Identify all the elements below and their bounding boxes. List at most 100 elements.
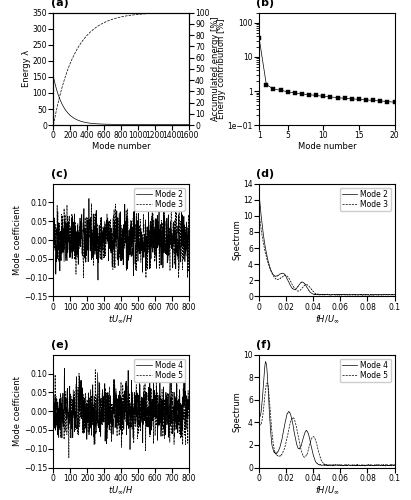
Y-axis label: Energy λ: Energy λ bbox=[22, 50, 31, 88]
Line: Mode 5: Mode 5 bbox=[53, 370, 189, 458]
Mode 5 bbox=[186, 416, 191, 422]
Mode 5 bbox=[312, 434, 316, 440]
X-axis label: $tU_\infty/H$: $tU_\infty/H$ bbox=[109, 313, 134, 324]
Mode 2 bbox=[367, 292, 372, 298]
Mode 3 bbox=[133, 257, 138, 263]
Mode 4 bbox=[186, 396, 191, 402]
Mode 5 bbox=[316, 450, 321, 456]
Y-axis label: Spectrum: Spectrum bbox=[233, 391, 242, 432]
Mode 3 bbox=[350, 292, 355, 298]
Mode 5 bbox=[134, 406, 139, 412]
Mode 5 bbox=[59, 416, 64, 422]
Mode 2 bbox=[87, 196, 92, 202]
Mode 5 bbox=[257, 422, 262, 428]
Mode 3 bbox=[362, 292, 367, 298]
Mode 4 bbox=[130, 404, 135, 410]
Mode 2 bbox=[362, 292, 367, 298]
Mode 5 bbox=[154, 377, 159, 383]
Mode 5 bbox=[350, 462, 355, 468]
Mode 3 bbox=[392, 292, 397, 298]
Mode 3 bbox=[51, 220, 56, 226]
Mode 4 bbox=[350, 462, 355, 468]
Mode 2 bbox=[134, 253, 139, 259]
Mode 3 bbox=[137, 222, 142, 228]
Mode 2 bbox=[316, 292, 321, 298]
Line: Mode 2: Mode 2 bbox=[53, 198, 189, 280]
Mode 4 bbox=[363, 463, 367, 469]
Mode 4 bbox=[392, 462, 397, 468]
Mode 5 bbox=[51, 386, 56, 392]
Mode 2 bbox=[365, 292, 369, 298]
Mode 2 bbox=[312, 291, 316, 297]
Mode 5 bbox=[271, 440, 276, 446]
Mode 5 bbox=[383, 463, 388, 469]
Legend: Mode 2, Mode 3: Mode 2, Mode 3 bbox=[340, 188, 391, 211]
Mode 4 bbox=[168, 406, 173, 411]
Mode 4 bbox=[138, 397, 143, 403]
Text: (c): (c) bbox=[51, 169, 67, 179]
Legend: Mode 4, Mode 5: Mode 4, Mode 5 bbox=[134, 358, 185, 382]
Mode 5 bbox=[138, 408, 143, 414]
Mode 2 bbox=[350, 292, 355, 298]
Mode 3 bbox=[270, 272, 275, 278]
Mode 2 bbox=[270, 272, 275, 278]
Mode 5 bbox=[93, 366, 98, 372]
Mode 4 bbox=[263, 358, 268, 364]
Line: Mode 3: Mode 3 bbox=[53, 202, 189, 278]
Text: (a): (a) bbox=[51, 0, 69, 8]
X-axis label: Mode number: Mode number bbox=[92, 142, 150, 151]
Mode 2 bbox=[95, 277, 100, 283]
Mode 4 bbox=[154, 382, 159, 388]
Mode 2 bbox=[154, 266, 159, 272]
Text: (e): (e) bbox=[51, 340, 69, 350]
Legend: Mode 4, Mode 5: Mode 4, Mode 5 bbox=[340, 358, 391, 382]
Line: Mode 3: Mode 3 bbox=[259, 215, 395, 295]
Legend: Mode 2, Mode 3: Mode 2, Mode 3 bbox=[134, 188, 185, 211]
Mode 2 bbox=[392, 292, 397, 298]
Mode 4 bbox=[316, 462, 321, 468]
Y-axis label: Accumulated energy [%]: Accumulated energy [%] bbox=[211, 16, 220, 121]
Mode 2 bbox=[59, 250, 64, 256]
Mode 4 bbox=[51, 404, 56, 410]
Mode 5 bbox=[168, 411, 173, 417]
Mode 2 bbox=[168, 236, 173, 242]
Mode 2 bbox=[130, 234, 135, 239]
X-axis label: Mode number: Mode number bbox=[298, 142, 356, 151]
Y-axis label: Mode coefficient: Mode coefficient bbox=[14, 376, 23, 446]
Mode 4 bbox=[271, 447, 276, 453]
Mode 3 bbox=[312, 289, 316, 295]
Line: Mode 4: Mode 4 bbox=[259, 362, 395, 466]
Mode 4 bbox=[365, 462, 370, 468]
X-axis label: $tU_\infty/H$: $tU_\infty/H$ bbox=[109, 484, 134, 496]
Text: (f): (f) bbox=[256, 340, 272, 350]
Mode 2 bbox=[138, 235, 143, 241]
Y-axis label: Energy contribution [%]: Energy contribution [%] bbox=[217, 18, 226, 119]
Line: Mode 5: Mode 5 bbox=[259, 383, 395, 466]
Y-axis label: Spectrum: Spectrum bbox=[233, 220, 242, 260]
Mode 4 bbox=[62, 365, 67, 371]
X-axis label: $fH/U_\infty$: $fH/U_\infty$ bbox=[315, 313, 339, 324]
Mode 5 bbox=[363, 462, 367, 468]
Text: (d): (d) bbox=[256, 169, 275, 179]
Mode 5 bbox=[392, 462, 397, 468]
Mode 3 bbox=[154, 258, 159, 264]
Mode 4 bbox=[59, 418, 64, 424]
Line: Mode 2: Mode 2 bbox=[259, 196, 395, 296]
Mode 3 bbox=[59, 248, 64, 254]
Mode 3 bbox=[390, 292, 395, 298]
Mode 4 bbox=[134, 405, 139, 411]
Mode 4 bbox=[257, 414, 262, 420]
Mode 3 bbox=[186, 244, 191, 250]
Line: Mode 4: Mode 4 bbox=[53, 368, 189, 450]
Mode 5 bbox=[365, 462, 370, 468]
Mode 3 bbox=[169, 199, 174, 205]
Mode 3 bbox=[316, 292, 321, 298]
Y-axis label: Mode coefficient: Mode coefficient bbox=[14, 205, 23, 275]
Mode 5 bbox=[130, 414, 135, 420]
Text: (b): (b) bbox=[256, 0, 275, 8]
Mode 5 bbox=[265, 380, 270, 386]
Mode 2 bbox=[257, 192, 262, 198]
Mode 4 bbox=[363, 463, 367, 469]
Mode 4 bbox=[312, 454, 316, 460]
Mode 4 bbox=[127, 446, 132, 452]
